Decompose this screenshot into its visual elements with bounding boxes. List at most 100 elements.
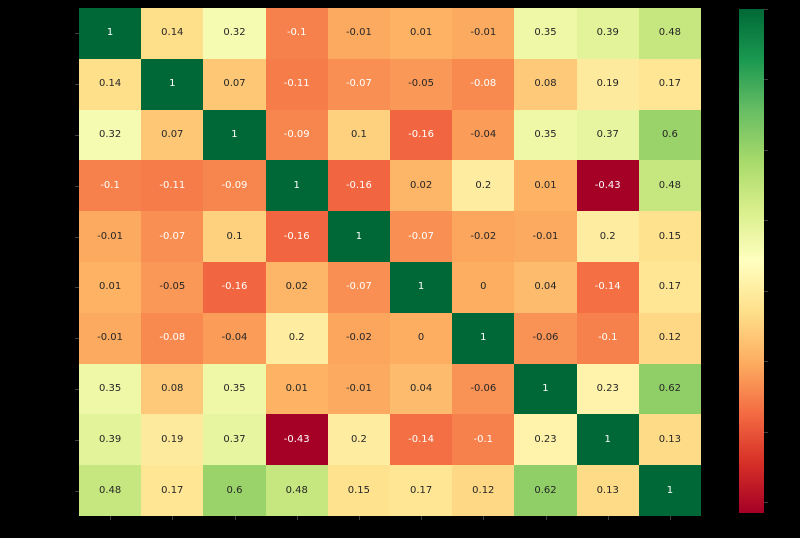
- colorbar-tick: [764, 361, 768, 362]
- y-axis-tick: [75, 287, 79, 288]
- heatmap-cell: 0.01: [79, 261, 142, 313]
- heatmap-plot: 1 0.14 0.32 -0.1 -0.01 0.01 -0.01 0.35 0.39 0.48 0…: [79, 8, 701, 516]
- heatmap-cell: 0.2: [576, 211, 639, 262]
- heatmap-cell: 0: [390, 312, 453, 364]
- heatmap-cell: 1: [203, 109, 266, 161]
- x-axis-tick: [546, 516, 547, 520]
- heatmap-cell: 0.12: [638, 312, 701, 364]
- heatmap-cell: 0.6: [203, 465, 266, 516]
- heatmap-cell: -0.16: [390, 109, 453, 161]
- heatmap-cell: -0.09: [265, 109, 328, 161]
- x-axis-tick: [483, 516, 484, 520]
- heatmap-cell: -0.02: [327, 312, 390, 364]
- heatmap-cell: 0.35: [514, 109, 577, 161]
- heatmap-cell: -0.01: [79, 312, 142, 364]
- heatmap-cell: -0.11: [265, 58, 328, 110]
- heatmap-cell: -0.16: [327, 160, 390, 212]
- heatmap-cell: -0.07: [327, 58, 390, 110]
- heatmap-cell: -0.1: [452, 414, 515, 466]
- heatmap-cell: 0.39: [576, 8, 639, 59]
- colorbar-tick: [764, 291, 768, 292]
- heatmap-cell: -0.43: [576, 160, 639, 212]
- heatmap-cell: -0.01: [327, 8, 390, 59]
- heatmap-cell: -0.01: [514, 211, 577, 262]
- y-axis-tick: [75, 186, 79, 187]
- y-axis-tick: [75, 389, 79, 390]
- heatmap-cell: 0.48: [79, 465, 142, 516]
- heatmap-cell: -0.04: [203, 312, 266, 364]
- y-axis-tick: [75, 338, 79, 339]
- heatmap-cell: 0.19: [141, 414, 204, 466]
- y-axis-tick: [75, 84, 79, 85]
- heatmap-cell: 0.62: [638, 363, 701, 415]
- heatmap-cell: 0.62: [514, 465, 577, 516]
- x-axis-tick: [421, 516, 422, 520]
- heatmap-cell: 0.6: [638, 109, 701, 161]
- heatmap-cell: 0.01: [265, 363, 328, 415]
- heatmap-cell: 1: [452, 312, 515, 364]
- x-axis-tick: [172, 516, 173, 520]
- heatmap-cell: 0.23: [514, 414, 577, 466]
- heatmap-cell: 1: [576, 414, 639, 466]
- colorbar-tick: [764, 150, 768, 151]
- heatmap-cell: 0.32: [203, 8, 266, 59]
- heatmap-cell: -0.14: [576, 261, 639, 313]
- heatmap-cell: 0.35: [203, 363, 266, 415]
- heatmap-cell: -0.14: [390, 414, 453, 466]
- x-axis-tick: [359, 516, 360, 520]
- heatmap-cell: 0: [452, 261, 515, 313]
- heatmap-cell: -0.04: [452, 109, 515, 161]
- heatmap-cell: 0.14: [141, 8, 204, 59]
- heatmap-cell: 0.2: [452, 160, 515, 212]
- heatmap-cell: -0.43: [265, 414, 328, 466]
- heatmap-cell: -0.06: [514, 312, 577, 364]
- heatmap-cell: -0.07: [141, 211, 204, 262]
- colorbar-tick: [764, 220, 768, 221]
- colorbar-tick: [764, 432, 768, 433]
- heatmap-cell: 0.02: [265, 261, 328, 313]
- heatmap-cell: 1: [327, 211, 390, 262]
- heatmap-cell: 0.04: [390, 363, 453, 415]
- heatmap-cell: 0.1: [203, 211, 266, 262]
- heatmap-cell: 0.17: [141, 465, 204, 516]
- heatmap-cell: -0.07: [390, 211, 453, 262]
- heatmap-cell: 0.12: [452, 465, 515, 516]
- heatmap-cell: -0.05: [141, 261, 204, 313]
- heatmap-cell: 0.17: [390, 465, 453, 516]
- heatmap-cell: -0.06: [452, 363, 515, 415]
- heatmap-cell: -0.01: [452, 8, 515, 59]
- heatmap-cell: -0.08: [452, 58, 515, 110]
- heatmap-cell: 0.01: [390, 8, 453, 59]
- heatmap-cell: 1: [265, 160, 328, 212]
- heatmap-cell: -0.1: [265, 8, 328, 59]
- heatmap-cell: 0.14: [79, 58, 142, 110]
- heatmap-cell: 0.07: [141, 109, 204, 161]
- heatmap-cell: 0.19: [576, 58, 639, 110]
- heatmap-cell: 0.48: [638, 8, 701, 59]
- heatmap-cell: 0.48: [265, 465, 328, 516]
- colorbar-tick: [764, 9, 768, 10]
- heatmap-cell: -0.1: [79, 160, 142, 212]
- heatmap-cell: -0.1: [576, 312, 639, 364]
- heatmap-cell: 0.1: [327, 109, 390, 161]
- heatmap-cell: 0.23: [576, 363, 639, 415]
- heatmap-cell: 0.15: [327, 465, 390, 516]
- heatmap-cell: -0.01: [79, 211, 142, 262]
- heatmap-cell: 0.35: [79, 363, 142, 415]
- heatmap-cell: -0.02: [452, 211, 515, 262]
- heatmap-cell: 0.15: [638, 211, 701, 262]
- heatmap-cell: 0.32: [79, 109, 142, 161]
- x-axis-tick: [110, 516, 111, 520]
- heatmap-cell: 0.48: [638, 160, 701, 212]
- heatmap-cell: 0.2: [265, 312, 328, 364]
- heatmap-cell: 0.02: [390, 160, 453, 212]
- heatmap-cell: 1: [390, 261, 453, 313]
- colorbar-tick: [764, 79, 768, 80]
- heatmap-cell: -0.09: [203, 160, 266, 212]
- heatmap-cell: 0.04: [514, 261, 577, 313]
- heatmap-cell: 0.17: [638, 58, 701, 110]
- y-axis-tick: [75, 33, 79, 34]
- heatmap-cell: 0.13: [638, 414, 701, 466]
- heatmap-cell: 0.01: [514, 160, 577, 212]
